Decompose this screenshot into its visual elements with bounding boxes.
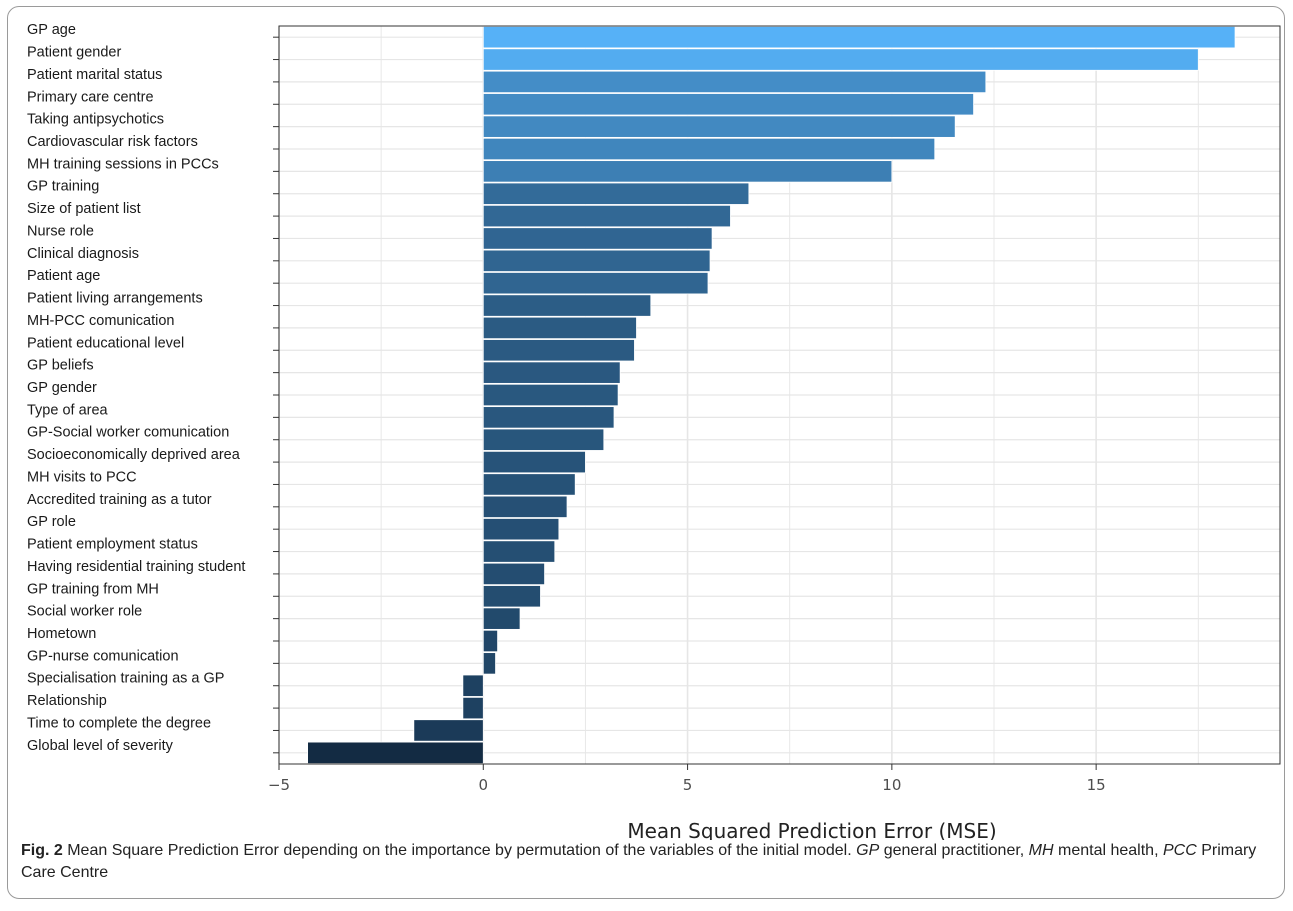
bar [462,674,484,697]
y-tick-label: Patient educational level [27,335,184,351]
bar [482,473,576,496]
bar [482,406,615,429]
y-tick-label: Patient age [27,268,100,284]
x-axis-ticks: −5 0 5 10 15 [268,764,1106,794]
bar [482,562,545,586]
y-tick-label: Patient marital status [27,67,162,83]
y-tick-label: Primary care centre [27,89,154,105]
bar [482,383,619,407]
y-tick-label: Nurse role [27,223,94,239]
y-tick-label: Socioeconomically deprived area [27,447,241,463]
bar [482,249,711,272]
caption-abbr-gp: GP [856,842,880,859]
bar [482,48,1199,71]
y-tick-label: GP gender [27,380,97,396]
caption-text-pcc: Primary Care Centre [21,842,1257,881]
y-tick-label: GP age [27,22,76,38]
y-tick-label: GP-nurse comunication [27,648,179,664]
bar [462,696,484,720]
x-axis-title: Mean Squared Prediction Error (MSE) [627,819,996,840]
bar [482,629,498,653]
y-tick-label: GP-Social worker comunication [27,425,229,441]
y-tick-label: MH training sessions in PCCs [27,156,219,172]
bar [482,339,635,362]
caption-fig-label: Fig. 2 [21,842,63,859]
x-tick-label: 10 [882,776,901,794]
x-tick-label: −5 [268,776,290,794]
caption-text-gp: general practitioner, [879,842,1029,859]
y-tick-label: Clinical diagnosis [27,246,139,262]
bar-chart: GP age Patient gender Patient marital stat… [27,22,1281,840]
y-tick-label: Patient living arrangements [27,291,203,307]
y-tick-label: Hometown [27,626,96,642]
bar [482,518,560,541]
y-tick-label: Accredited training as a tutor [27,492,212,508]
y-tick-label: GP training from MH [27,581,159,597]
bar [482,540,556,563]
caption-abbr-pcc: PCC [1162,842,1197,859]
figure-caption: Fig. 2 Mean Square Prediction Error depe… [21,840,1279,884]
y-tick-label: Type of area [27,402,109,418]
bar [482,227,713,250]
caption-abbr-mh: MH [1028,842,1054,859]
y-tick-label: Social worker role [27,604,142,620]
bar [482,160,893,183]
y-tick-label: MH visits to PCC [27,469,137,485]
y-tick-label: Having residential training student [27,559,245,575]
bar [482,361,621,384]
bar [482,70,987,94]
bar [482,182,750,205]
y-tick-label: Patient gender [27,45,121,61]
x-tick-label: 0 [479,776,489,794]
y-tick-label: MH-PCC comunication [27,313,174,329]
bar [482,607,521,630]
bar [482,272,709,295]
y-tick-label: GP training [27,179,99,195]
x-tick-label: 5 [683,776,693,794]
bar [482,450,586,474]
y-tick-label: Cardiovascular risk factors [27,134,198,150]
figure-frame [7,6,1285,899]
y-tick-label: Time to complete the degree [27,715,211,731]
bar [482,137,936,161]
bar [482,26,1236,49]
bar [482,204,731,228]
bar [413,719,484,742]
bars [307,26,1236,764]
bar [482,652,496,675]
bar [482,316,637,340]
bar [482,93,974,116]
y-tick-label: Relationship [27,693,107,709]
bar [482,585,541,608]
y-tick-label: GP beliefs [27,358,94,374]
y-tick-label: Taking antipsychotics [27,112,164,128]
y-tick-label: GP role [27,514,76,530]
y-axis-labels: GP age Patient gender Patient marital stat… [27,22,245,754]
y-tick-label: Global level of severity [27,738,174,754]
bar [482,495,568,518]
bar [307,741,484,764]
y-axis-ticks [273,36,279,754]
y-tick-label: Specialisation training as a GP [27,671,224,687]
x-tick-label: 15 [1087,776,1106,794]
y-tick-label: Patient employment status [27,537,198,553]
y-tick-label: Size of patient list [27,201,141,217]
bar [482,428,605,451]
caption-text-mh: mental health, [1053,842,1163,859]
caption-text: Mean Square Prediction Error depending o… [62,842,857,859]
bar [482,294,652,317]
bar [482,115,956,138]
